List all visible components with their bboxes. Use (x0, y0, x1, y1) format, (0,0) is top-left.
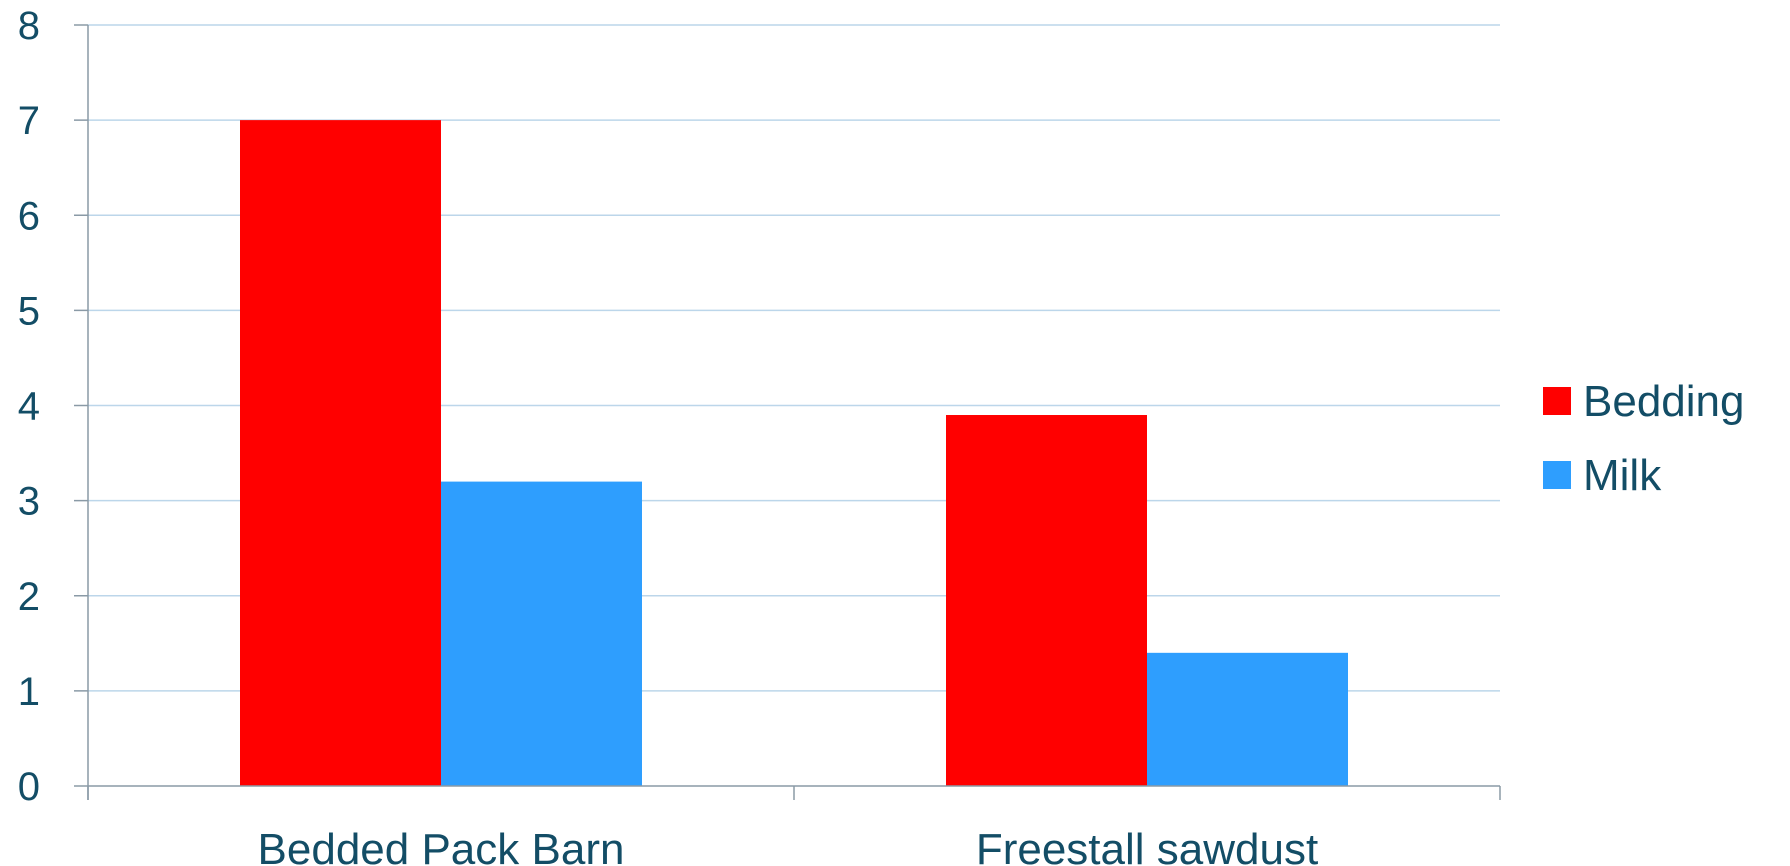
bar-milk-1 (441, 481, 642, 786)
y-tick-label: 4 (18, 385, 40, 429)
y-tick-label: 8 (18, 4, 40, 48)
x-category-label: Bedded Pack Barn (258, 825, 625, 866)
legend-label-bedding: Bedding (1583, 377, 1744, 426)
bar-bedding-2 (946, 415, 1147, 786)
x-category-label: Freestall sawdust (976, 825, 1318, 866)
x-axis-categories: Bedded Pack Barn Freestall sawdust (258, 825, 1319, 866)
axes (74, 24, 1501, 800)
y-tick-label: 6 (18, 194, 40, 238)
y-tick-label: 3 (18, 480, 40, 524)
y-tick-label: 0 (18, 765, 40, 809)
legend-swatch-milk (1543, 461, 1571, 489)
legend-swatch-bedding (1543, 387, 1571, 415)
legend-label-milk: Milk (1583, 451, 1662, 500)
legend: Bedding Milk (1543, 377, 1744, 500)
bars (240, 120, 1348, 786)
y-tick-label: 2 (18, 575, 40, 619)
y-tick-label: 1 (18, 670, 40, 714)
y-tick-label: 5 (18, 289, 40, 333)
bar-milk-2 (1147, 652, 1348, 786)
y-tick-label: 7 (18, 99, 40, 143)
bar-bedding-1 (240, 120, 441, 786)
y-axis-ticks: 0 1 2 3 4 5 6 7 8 (18, 4, 40, 809)
